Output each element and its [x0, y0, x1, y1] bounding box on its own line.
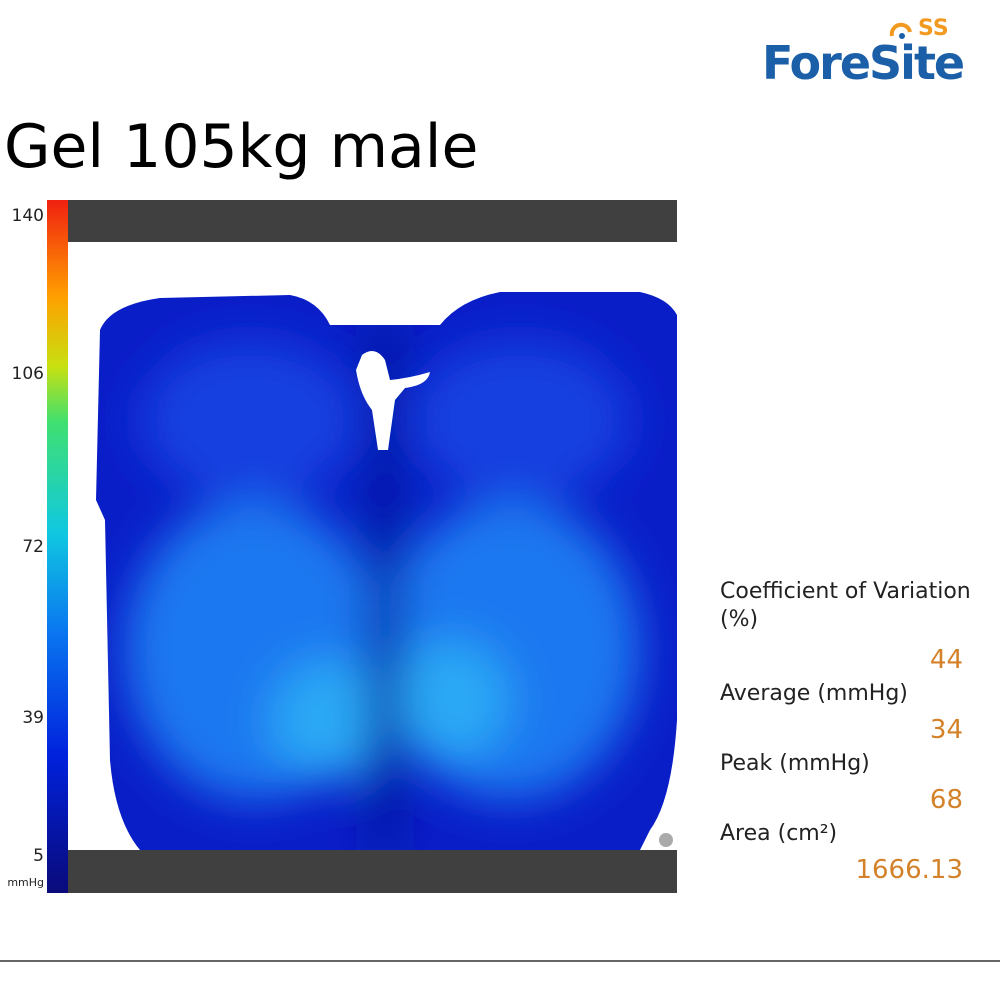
stat-label: Average (mmHg) [720, 681, 908, 706]
title: Gel 105kg male [4, 112, 479, 182]
top-bar [68, 200, 677, 242]
stat-value: 68 [929, 785, 963, 815]
scale-unit: mmHg [7, 876, 44, 889]
dot [899, 33, 905, 39]
pressure-area [96, 292, 677, 850]
marker [659, 833, 673, 847]
swoosh [889, 22, 912, 37]
logo: SS ForeSite [760, 12, 970, 92]
scale-tick: 39 [22, 708, 44, 728]
scale-tick: 72 [22, 537, 44, 557]
color-bar [47, 200, 68, 893]
stat-value: 34 [929, 715, 963, 745]
stat-value: 44 [929, 645, 963, 675]
logo-name: ForeSite [762, 36, 965, 90]
logo-swoosh [889, 22, 912, 39]
scale-tick: 140 [11, 206, 44, 226]
scale-tick: 5 [33, 846, 44, 866]
stat-label: Coefficient of Variation (%) [720, 579, 971, 632]
scale-tick: 106 [11, 364, 44, 384]
stat-value: 1666.13 [855, 855, 963, 885]
bottom-bar [68, 850, 677, 893]
stat-label: Area (cm²) [720, 821, 838, 846]
stat-label: Peak (mmHg) [720, 751, 870, 776]
logo-mark: SS [918, 16, 949, 41]
